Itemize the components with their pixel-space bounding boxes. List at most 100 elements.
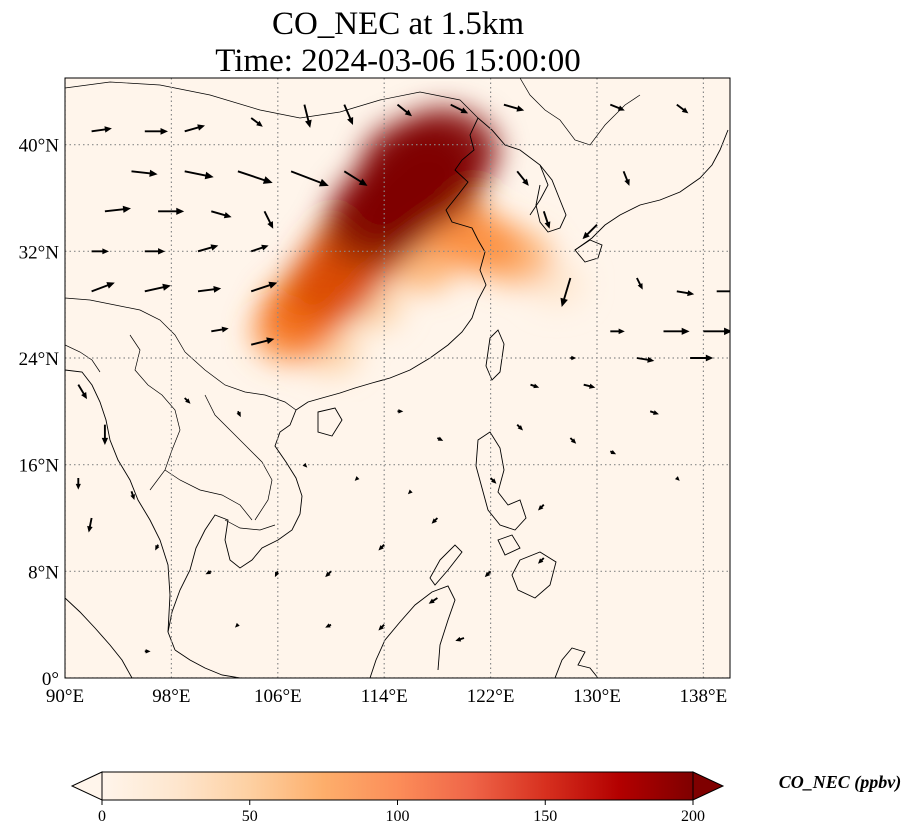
wind-arrow-24 bbox=[91, 248, 109, 255]
wind-arrow-head bbox=[106, 282, 115, 289]
wind-arrow-head bbox=[268, 281, 278, 289]
wind-arrow-36 bbox=[610, 328, 625, 335]
wind-arrow-head bbox=[681, 107, 689, 114]
wind-arrow-head bbox=[176, 207, 185, 215]
wind-arrow-head bbox=[653, 410, 659, 415]
colorbar-tick-label-200: 200 bbox=[681, 808, 705, 825]
wind-arrow-8 bbox=[503, 103, 525, 112]
wind-arrow-shaft bbox=[131, 170, 153, 175]
wind-arrow-head bbox=[236, 411, 241, 418]
coastline-luzon bbox=[475, 431, 527, 531]
wind-arrow-head bbox=[428, 598, 435, 604]
wind-arrow-head bbox=[274, 571, 280, 578]
wind-arrow-shaft bbox=[290, 170, 325, 185]
colorbar-tick-label-150: 150 bbox=[533, 808, 557, 825]
map-title-line-1: CO_NEC at 1.5km bbox=[272, 6, 524, 42]
latitude-tick-labels: 0° 8°N 16°N 24°N 32°N 40°N bbox=[19, 136, 60, 690]
wind-arrow-66 bbox=[144, 649, 151, 654]
wind-arrow-head bbox=[210, 244, 219, 251]
wind-arrow-75 bbox=[354, 476, 360, 481]
wind-arrow-head bbox=[460, 107, 469, 114]
wind-arrow-72 bbox=[184, 397, 191, 404]
country-borders bbox=[65, 78, 641, 531]
wind-arrow-head bbox=[618, 328, 625, 335]
wind-arrow-60 bbox=[155, 544, 160, 551]
wind-arrow-head bbox=[81, 392, 87, 400]
wind-arrow-34 bbox=[197, 286, 222, 293]
coastline-hainan bbox=[317, 407, 343, 437]
wind-arrow-head bbox=[674, 476, 680, 481]
wind-arrow-20 bbox=[211, 210, 232, 219]
wind-arrow-65 bbox=[235, 622, 240, 628]
coastline-myanmar bbox=[65, 369, 171, 633]
wind-arrow-head bbox=[267, 221, 274, 229]
wind-arrow-head bbox=[571, 355, 577, 361]
wind-arrow-head bbox=[617, 105, 625, 111]
wind-arrow-49 bbox=[530, 383, 540, 389]
lat-tick-0: 0° bbox=[42, 669, 59, 690]
coastline-kyushu bbox=[574, 239, 603, 263]
border-bangladesh bbox=[65, 344, 101, 373]
wind-arrow-shaft bbox=[144, 285, 167, 293]
wind-arrow-64 bbox=[325, 623, 332, 628]
wind-arrow-shaft bbox=[562, 277, 572, 303]
wind-arrow-28 bbox=[560, 277, 572, 307]
wind-arrow-head bbox=[647, 356, 655, 363]
wind-arrow-head bbox=[149, 169, 158, 177]
wind-arrow-61 bbox=[484, 570, 492, 578]
border-mongolia bbox=[65, 81, 479, 119]
coastlines bbox=[65, 117, 729, 678]
wind-arrow-head bbox=[101, 437, 109, 445]
wind-arrow-head bbox=[517, 425, 523, 431]
wind-arrow-48 bbox=[130, 491, 135, 501]
wind-arrow-head bbox=[102, 248, 109, 255]
wind-arrow-shaft bbox=[91, 283, 111, 293]
wind-arrow-head bbox=[516, 105, 525, 112]
wind-arrow-head bbox=[162, 283, 171, 291]
wind-arrow-73 bbox=[236, 410, 241, 418]
wind-arrow-40 bbox=[250, 337, 275, 346]
wind-arrow-shaft bbox=[237, 170, 268, 183]
wind-arrow-head bbox=[681, 327, 690, 335]
wind-arrow-13 bbox=[237, 170, 273, 184]
wind-arrow-52 bbox=[569, 437, 577, 444]
coastline-borneo bbox=[369, 585, 456, 678]
border-himalaya bbox=[65, 297, 186, 353]
wind-arrow-43 bbox=[690, 354, 714, 362]
wind-arrow-head bbox=[687, 290, 695, 297]
coastline-indochina bbox=[167, 409, 303, 651]
border-thailand bbox=[164, 469, 253, 521]
wind-arrow-head bbox=[213, 286, 222, 293]
wind-arrow-head bbox=[155, 545, 160, 551]
colorbar-tick-label-100: 100 bbox=[386, 808, 410, 825]
wind-arrow-38 bbox=[703, 327, 730, 336]
longitude-tick-labels: 90°E 98°E 106°E 114°E 122°E 130°E 138°E bbox=[46, 686, 727, 707]
wind-arrow-6 bbox=[396, 103, 412, 117]
wind-arrow-30 bbox=[676, 290, 695, 297]
lat-tick-40: 40°N bbox=[19, 136, 60, 157]
wind-arrow-head bbox=[484, 571, 491, 578]
wind-arrow-head bbox=[538, 505, 544, 511]
colorbar-gradient bbox=[101, 771, 694, 801]
colorbar-extend-max bbox=[692, 771, 725, 801]
wind-arrow-head bbox=[325, 623, 331, 628]
wind-arrow-shaft bbox=[250, 339, 271, 346]
concentration-field bbox=[251, 107, 585, 375]
coastline-palawan bbox=[429, 544, 463, 586]
wind-arrow-head bbox=[582, 231, 590, 240]
wind-arrow-4 bbox=[303, 104, 312, 128]
wind-arrow-head bbox=[624, 178, 630, 186]
wind-arrow-0 bbox=[91, 126, 112, 133]
wind-arrow-head bbox=[235, 622, 240, 628]
wind-arrow-head bbox=[358, 178, 368, 186]
wind-arrow-74 bbox=[302, 462, 308, 468]
wind-arrow-head bbox=[610, 450, 617, 455]
wind-arrow-head bbox=[705, 354, 714, 362]
wind-arrow-head bbox=[204, 171, 214, 180]
coastline-sumatra bbox=[65, 597, 133, 678]
wind-arrow-67 bbox=[455, 636, 465, 642]
map-title-line-2: Time: 2024-03-06 15:00:00 bbox=[215, 43, 580, 79]
wind-arrow-head bbox=[570, 438, 577, 444]
lon-tick-98: 98°E bbox=[152, 686, 190, 707]
coastline-china bbox=[295, 117, 487, 411]
